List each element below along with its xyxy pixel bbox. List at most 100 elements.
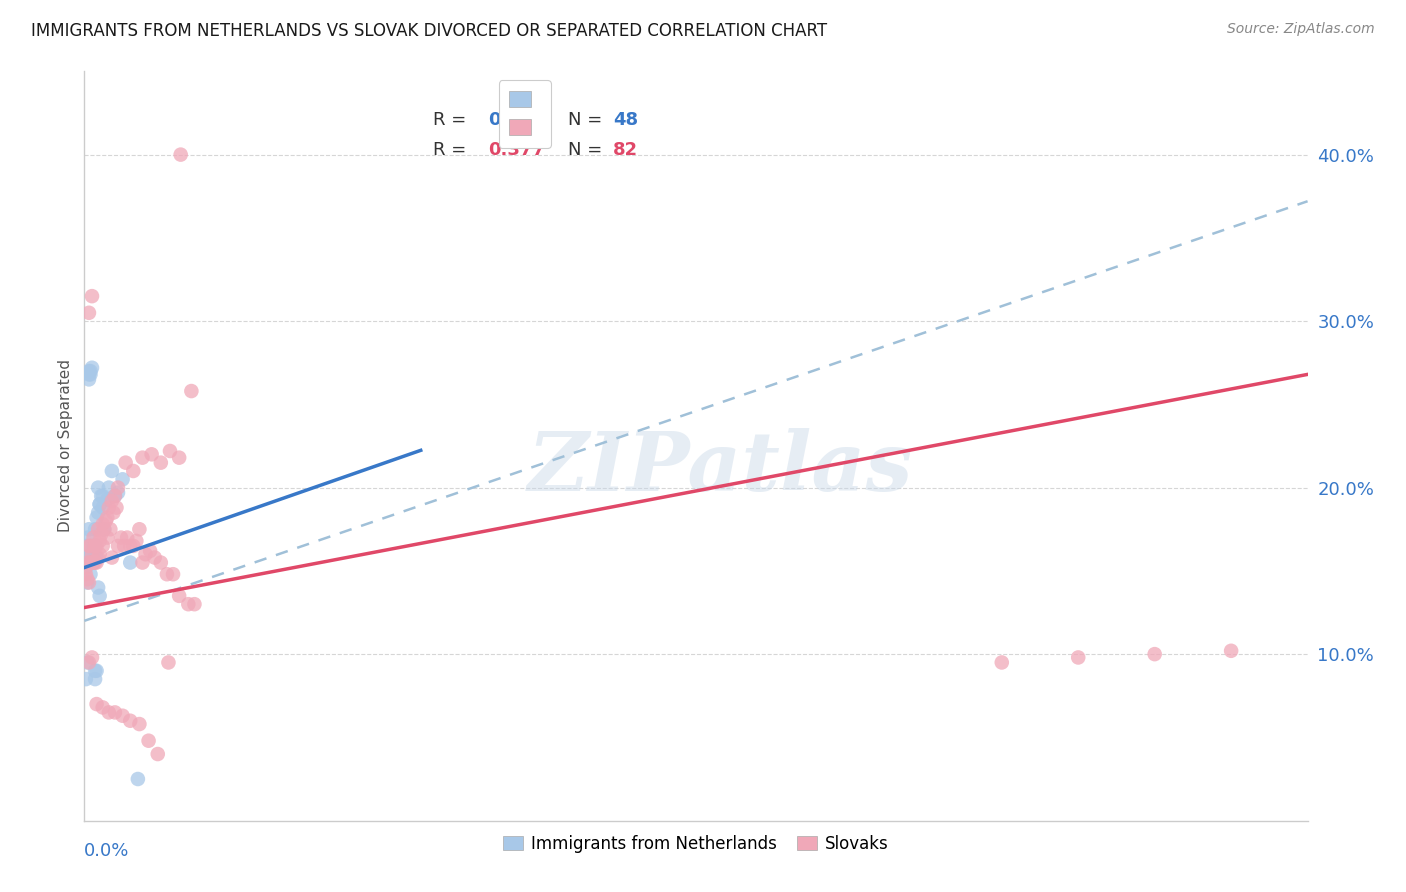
Text: 82: 82 bbox=[613, 141, 638, 159]
Point bbox=[149, 556, 172, 570]
Text: N =: N = bbox=[568, 141, 607, 159]
Point bbox=[97, 481, 120, 495]
Point bbox=[104, 706, 127, 720]
Point bbox=[98, 522, 121, 536]
Point bbox=[79, 567, 101, 582]
Point bbox=[157, 656, 180, 670]
Point bbox=[159, 444, 181, 458]
Point bbox=[128, 717, 150, 731]
Point bbox=[97, 500, 120, 515]
Point bbox=[146, 747, 169, 761]
Point bbox=[120, 539, 142, 553]
Point bbox=[84, 522, 107, 536]
Point bbox=[87, 506, 110, 520]
Point bbox=[84, 539, 107, 553]
Point bbox=[86, 697, 108, 711]
Point bbox=[111, 472, 134, 486]
Point bbox=[80, 547, 103, 561]
Point bbox=[75, 539, 97, 553]
Point bbox=[80, 289, 103, 303]
Point bbox=[97, 706, 120, 720]
Point bbox=[162, 567, 184, 582]
Point bbox=[156, 567, 179, 582]
Point bbox=[93, 522, 115, 536]
Point bbox=[120, 556, 142, 570]
Point bbox=[83, 544, 105, 558]
Point bbox=[170, 147, 193, 161]
Point bbox=[91, 489, 114, 503]
Point bbox=[1220, 644, 1243, 658]
Text: R =: R = bbox=[433, 141, 472, 159]
Point bbox=[86, 550, 108, 565]
Point bbox=[107, 539, 129, 553]
Point bbox=[83, 547, 105, 561]
Point bbox=[101, 464, 124, 478]
Point bbox=[84, 556, 107, 570]
Point bbox=[80, 650, 103, 665]
Point bbox=[83, 556, 105, 570]
Text: Source: ZipAtlas.com: Source: ZipAtlas.com bbox=[1227, 22, 1375, 37]
Point bbox=[89, 547, 111, 561]
Point bbox=[135, 547, 157, 561]
Point bbox=[83, 531, 105, 545]
Point bbox=[87, 522, 110, 536]
Point bbox=[991, 656, 1014, 670]
Point bbox=[128, 522, 150, 536]
Text: R =: R = bbox=[433, 112, 472, 129]
Point bbox=[89, 497, 111, 511]
Point bbox=[112, 539, 135, 553]
Point bbox=[94, 514, 117, 528]
Legend: Immigrants from Netherlands, Slovaks: Immigrants from Netherlands, Slovaks bbox=[495, 826, 897, 861]
Point bbox=[77, 364, 100, 378]
Point bbox=[87, 581, 110, 595]
Text: ZIPatlas: ZIPatlas bbox=[527, 428, 912, 508]
Point bbox=[177, 597, 200, 611]
Point bbox=[83, 556, 105, 570]
Point bbox=[91, 700, 114, 714]
Point bbox=[77, 556, 100, 570]
Point bbox=[105, 500, 128, 515]
Point bbox=[89, 497, 111, 511]
Point bbox=[107, 481, 129, 495]
Point bbox=[80, 556, 103, 570]
Point bbox=[96, 531, 118, 545]
Point bbox=[84, 539, 107, 553]
Point bbox=[76, 575, 98, 590]
Y-axis label: Divorced or Separated: Divorced or Separated bbox=[58, 359, 73, 533]
Point bbox=[131, 556, 153, 570]
Point bbox=[90, 489, 112, 503]
Point bbox=[101, 494, 124, 508]
Point bbox=[93, 522, 115, 536]
Point bbox=[96, 510, 118, 524]
Point bbox=[80, 556, 103, 570]
Point bbox=[87, 481, 110, 495]
Point bbox=[84, 664, 107, 678]
Point bbox=[120, 714, 142, 728]
Point bbox=[79, 547, 101, 561]
Point bbox=[76, 531, 98, 545]
Point bbox=[79, 368, 101, 382]
Text: 0.0%: 0.0% bbox=[84, 842, 129, 860]
Point bbox=[125, 533, 148, 548]
Point bbox=[75, 672, 97, 686]
Point bbox=[80, 556, 103, 570]
Point bbox=[87, 550, 110, 565]
Point bbox=[77, 522, 100, 536]
Point bbox=[131, 450, 153, 465]
Point bbox=[96, 492, 118, 507]
Point bbox=[180, 384, 202, 398]
Point bbox=[107, 485, 129, 500]
Point bbox=[75, 567, 97, 582]
Point bbox=[103, 506, 125, 520]
Point bbox=[167, 450, 190, 465]
Text: 0.222: 0.222 bbox=[488, 112, 546, 129]
Point bbox=[86, 510, 108, 524]
Point bbox=[86, 556, 108, 570]
Point bbox=[101, 550, 124, 565]
Point bbox=[79, 364, 101, 378]
Text: 0.377: 0.377 bbox=[488, 141, 546, 159]
Point bbox=[77, 539, 100, 553]
Point bbox=[84, 672, 107, 686]
Point bbox=[86, 539, 108, 553]
Point bbox=[114, 456, 136, 470]
